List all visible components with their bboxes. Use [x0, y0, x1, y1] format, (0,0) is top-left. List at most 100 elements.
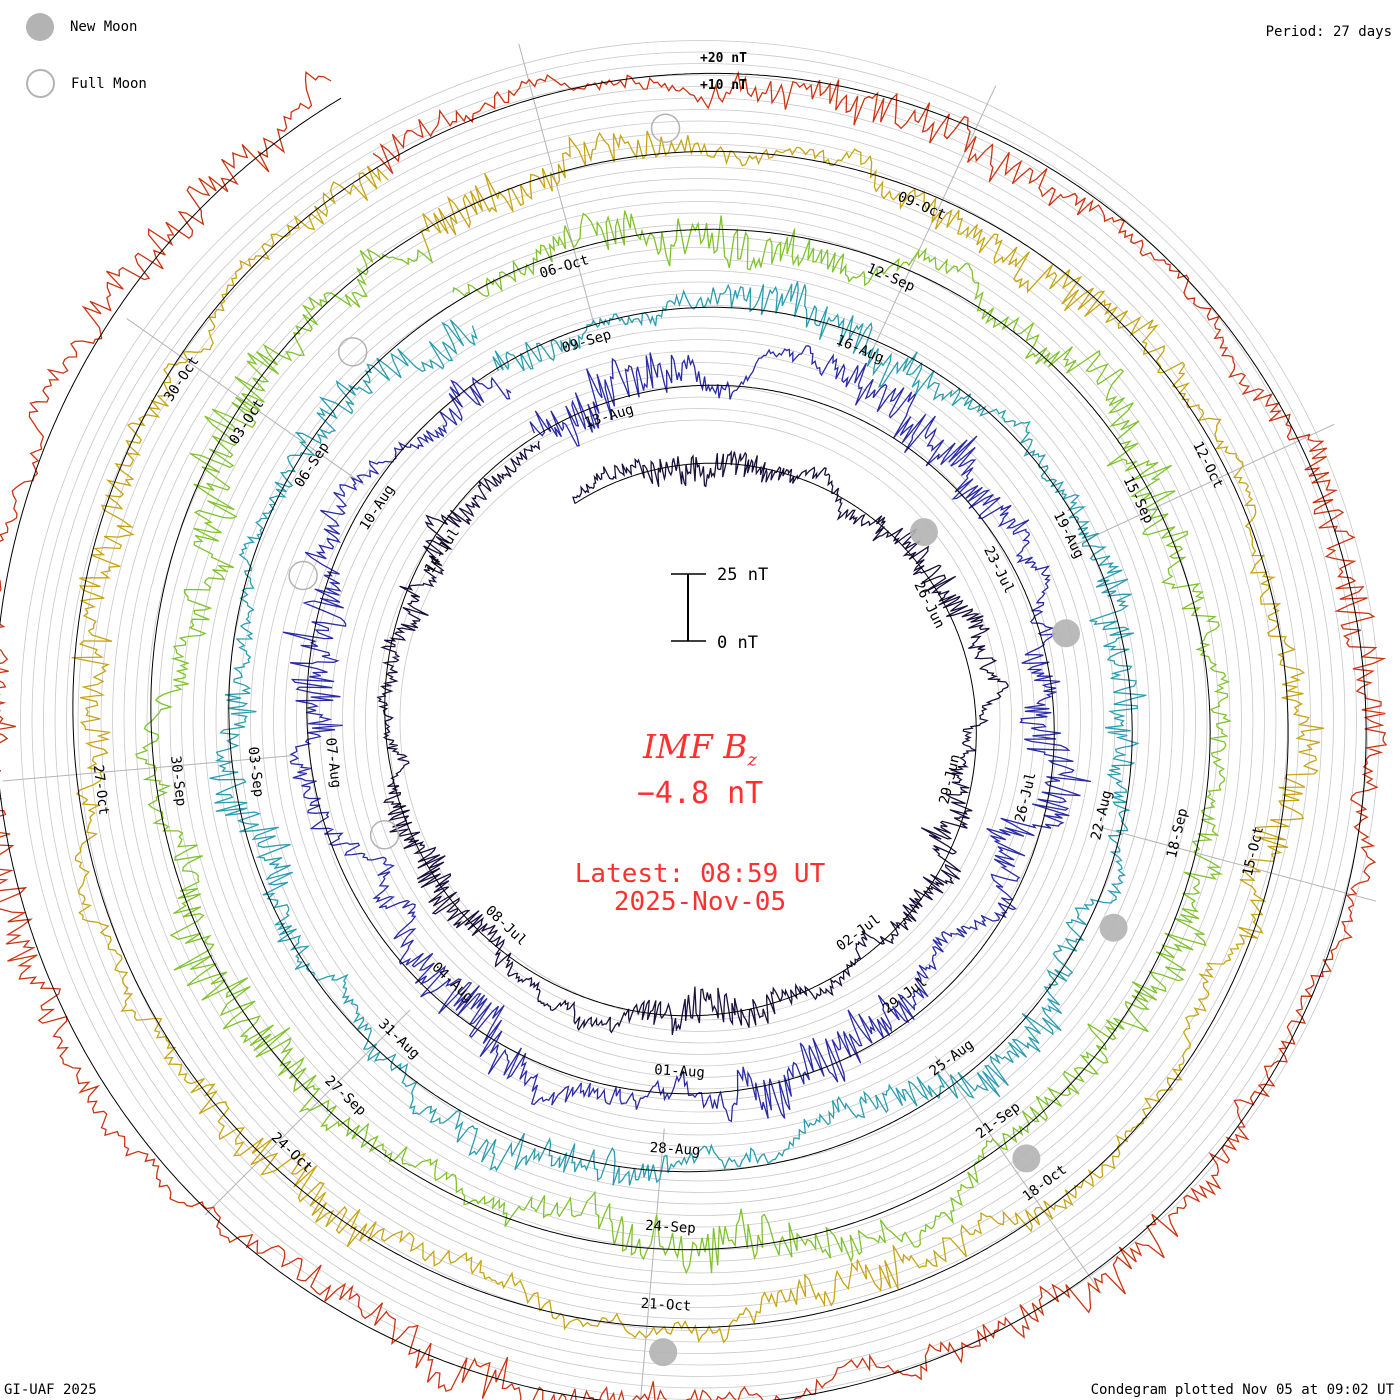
- full-moon-icon: [26, 69, 55, 98]
- baseline-4: [150, 228, 1211, 1251]
- grid-ring: [319, 339, 1081, 1101]
- date-tick-label: 07-Aug: [322, 737, 344, 789]
- legend-new-moon-label: New Moon: [70, 19, 138, 35]
- date-tick-label: 18-Sep: [1164, 807, 1191, 860]
- grid-ring: [158, 178, 1242, 1262]
- date-tick-label: 24-Oct: [268, 1130, 316, 1176]
- baseline-5: [72, 150, 1289, 1329]
- grid-ring: [273, 293, 1127, 1147]
- scale-bar: 25 nT 0 nT: [671, 565, 768, 653]
- footer-credit: GI-UAF 2025: [4, 1382, 97, 1398]
- full-moon-marker: [650, 113, 681, 143]
- date-tick-label: 02-Jul: [834, 911, 884, 954]
- ref-label-20: +20 nT: [700, 51, 747, 66]
- day-spoke: [126, 318, 365, 486]
- ref-label-10: +10 nT: [700, 78, 747, 93]
- date-tick-label: 21-Oct: [640, 1296, 691, 1315]
- series-line-5: [71, 130, 1324, 1344]
- grid-ring: [100, 120, 1300, 1320]
- chart-title-sub: z: [747, 749, 757, 771]
- grid-ring: [192, 212, 1208, 1228]
- grid-ring: [284, 304, 1116, 1136]
- grid-ring: [89, 109, 1311, 1331]
- new-moon-marker: [909, 518, 938, 547]
- date-tick-label: 06-Sep: [292, 439, 333, 490]
- date-tick-label: 09-Sep: [560, 327, 613, 357]
- grid-ring: [342, 362, 1058, 1078]
- date-tick-label: 27-Sep: [321, 1073, 369, 1119]
- ring-reference-labels: +20 nT +10 nT: [700, 51, 747, 93]
- latest-time: Latest: 08:59 UT: [574, 859, 826, 889]
- grid-ring: [399, 419, 1001, 1021]
- grid-ring: [388, 408, 1012, 1032]
- grid-ring: [204, 224, 1196, 1216]
- new-moon-marker: [649, 1338, 678, 1367]
- new-moon-marker: [1099, 913, 1128, 942]
- grid-ring: [66, 86, 1334, 1354]
- full-moon-marker: [337, 337, 368, 367]
- date-tick-label: 06-Oct: [538, 252, 591, 282]
- series-line-3: [209, 281, 1147, 1186]
- day-spoke: [934, 1055, 1102, 1294]
- grid-ring: [376, 396, 1024, 1044]
- scale-bar-top-label: 25 nT: [717, 565, 768, 585]
- date-tick-label: 31-Aug: [375, 1016, 423, 1062]
- grid-ring: [307, 327, 1093, 1113]
- date-tick-label: 25-Aug: [927, 1037, 977, 1080]
- grid-ring: [296, 316, 1104, 1124]
- date-tick-label: 01-Aug: [654, 1062, 705, 1081]
- legend-full-moon-label: Full Moon: [71, 75, 147, 92]
- series-line-4: [134, 210, 1232, 1275]
- date-tick-label: 28-Aug: [649, 1140, 700, 1159]
- baseline-6: [0, 72, 1367, 1400]
- new-moon-marker: [1012, 1144, 1041, 1173]
- grid-ring: [31, 51, 1369, 1389]
- date-tick-label: 03-Sep: [245, 746, 267, 798]
- grid-ring: [238, 258, 1162, 1182]
- baseline-2: [306, 367, 1055, 1095]
- grid-ring: [146, 166, 1254, 1274]
- legend-full-moon: Full Moon: [26, 69, 147, 98]
- grid-ring: [43, 63, 1357, 1377]
- chart-title: IMF Bz: [0, 727, 1400, 771]
- baseline-3: [228, 300, 1133, 1173]
- chart-title-main: IMF B: [643, 727, 748, 766]
- date-tick-label: 10-Aug: [357, 482, 398, 533]
- day-spoke: [2, 755, 292, 782]
- new-moon-marker: [1051, 619, 1080, 648]
- day-spoke: [1095, 825, 1377, 902]
- date-tick-label: 30-Sep: [167, 755, 189, 807]
- date-tick-label: 19-Aug: [1050, 509, 1087, 561]
- new-moon-icon: [26, 13, 54, 41]
- footer-plot-time: Condegram plotted Nov 05 at 09:02 UT: [1090, 1382, 1394, 1398]
- series-line-1: [376, 440, 1009, 1036]
- grid-ring: [135, 155, 1265, 1285]
- full-moon-marker: [288, 560, 318, 591]
- moon-markers: [288, 113, 1128, 1367]
- zero-baselines: [0, 72, 1367, 1400]
- series-line-6: [0, 70, 1388, 1400]
- grid-ring: [227, 247, 1173, 1193]
- latest-date: 2025-Nov-05: [613, 887, 787, 917]
- grid-ring: [123, 143, 1277, 1297]
- date-tick-label: 26-Jun: [910, 579, 947, 631]
- grid-ring: [250, 270, 1150, 1170]
- grid-ring: [365, 385, 1035, 1055]
- grid-ring: [353, 373, 1047, 1067]
- full-moon-marker: [369, 820, 400, 850]
- grid-ring: [330, 350, 1070, 1090]
- current-value: −4.8 nT: [636, 776, 764, 811]
- legend-new-moon: New Moon: [26, 13, 137, 41]
- grid-ring: [181, 201, 1219, 1239]
- date-tick-label: 24-Sep: [645, 1218, 696, 1237]
- ring-grid: [20, 40, 1380, 1400]
- date-tick-label: 15-Sep: [1120, 474, 1157, 526]
- baseline-1: [384, 435, 977, 1017]
- grid-ring: [54, 74, 1346, 1366]
- grid-ring: [261, 281, 1139, 1159]
- data-series: [0, 70, 1388, 1400]
- date-tick-label: 27-Oct: [90, 764, 112, 816]
- day-spoke: [1071, 423, 1335, 548]
